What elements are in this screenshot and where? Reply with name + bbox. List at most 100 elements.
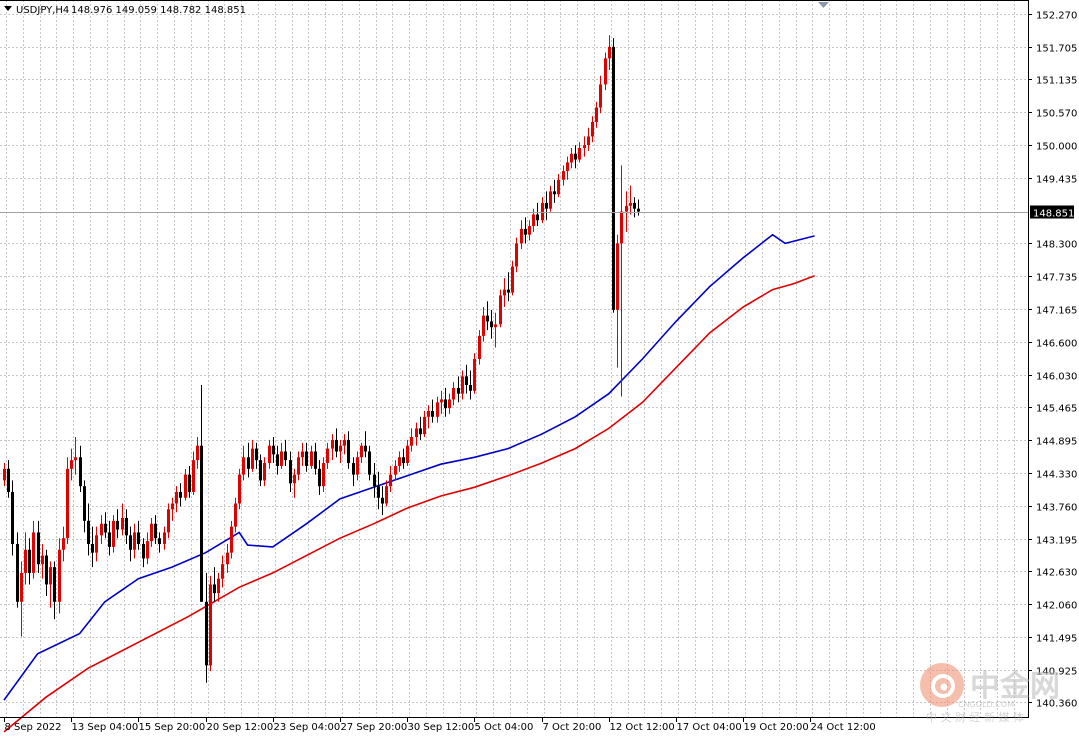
candle-body bbox=[352, 463, 355, 475]
candle-body bbox=[562, 171, 565, 180]
candle-body bbox=[507, 289, 510, 293]
y-tick-label: 151.135 bbox=[1036, 76, 1077, 87]
candle bbox=[419, 416, 422, 440]
candle-body bbox=[221, 564, 224, 579]
candle-body bbox=[339, 445, 342, 452]
candle bbox=[289, 451, 292, 492]
y-tick-label: 150.000 bbox=[1036, 142, 1077, 153]
candle bbox=[452, 382, 455, 406]
candle-body bbox=[457, 387, 460, 394]
candle-body bbox=[587, 136, 590, 146]
candle-body bbox=[398, 457, 401, 466]
y-tick-label: 143.195 bbox=[1036, 536, 1077, 547]
candle bbox=[402, 448, 405, 469]
candle-body bbox=[116, 520, 119, 530]
candle-body bbox=[37, 532, 40, 565]
candle bbox=[570, 147, 573, 169]
dropdown-arrow-icon[interactable] bbox=[4, 6, 12, 11]
candle-body bbox=[175, 491, 178, 504]
candle bbox=[234, 497, 237, 533]
candle-body bbox=[66, 468, 69, 539]
candle-body bbox=[167, 509, 170, 533]
candle bbox=[528, 220, 531, 241]
candle-body bbox=[553, 191, 556, 195]
candle bbox=[95, 526, 98, 562]
candle bbox=[536, 202, 539, 227]
candle bbox=[217, 572, 220, 602]
candle-body bbox=[343, 439, 346, 446]
candle-body bbox=[440, 399, 443, 403]
candle bbox=[49, 561, 52, 608]
candle-body bbox=[129, 535, 132, 550]
candle bbox=[100, 515, 103, 544]
candle-body bbox=[230, 526, 233, 553]
candle bbox=[629, 185, 632, 215]
candle-body bbox=[604, 58, 607, 85]
y-tick-label: 142.060 bbox=[1036, 601, 1077, 612]
candle bbox=[549, 185, 552, 212]
candle-body bbox=[28, 549, 31, 573]
candle bbox=[616, 234, 619, 368]
candle-body bbox=[49, 567, 52, 585]
candle-body bbox=[112, 520, 115, 547]
candle bbox=[381, 486, 384, 516]
candle bbox=[284, 439, 287, 466]
price-axis[interactable]: 152.270 151.705 151.135 150.570 150.000 149.4… bbox=[1028, 11, 1077, 710]
candle-body bbox=[133, 532, 136, 550]
candle bbox=[356, 451, 359, 481]
watermark-logo: 中金网 CNGOLD.COM 中 文 财 经 新 媒 体 bbox=[920, 663, 1060, 724]
candle-body bbox=[251, 448, 254, 469]
candle bbox=[461, 370, 464, 400]
candle bbox=[259, 454, 262, 487]
candle bbox=[490, 309, 493, 339]
chart-shift-marker-icon[interactable] bbox=[818, 2, 829, 8]
candle-body bbox=[3, 468, 6, 481]
candle-body bbox=[427, 411, 430, 417]
y-tick-label: 151.705 bbox=[1036, 44, 1077, 55]
candle bbox=[116, 509, 119, 539]
candle bbox=[45, 549, 48, 597]
candle bbox=[343, 434, 346, 455]
candle bbox=[331, 434, 334, 461]
candle-body bbox=[217, 578, 220, 594]
candle-body bbox=[616, 243, 619, 310]
candle-body bbox=[247, 457, 250, 469]
candle bbox=[74, 437, 77, 475]
candle-body bbox=[226, 552, 229, 565]
candle bbox=[175, 486, 178, 513]
candle-body bbox=[137, 532, 140, 544]
candle-body bbox=[150, 523, 153, 542]
candle-body bbox=[423, 416, 426, 435]
candle bbox=[247, 442, 250, 478]
candle bbox=[305, 442, 308, 472]
candle bbox=[24, 532, 27, 585]
candle-body bbox=[515, 243, 518, 267]
candle-body bbox=[583, 145, 586, 148]
candle bbox=[255, 442, 258, 469]
candle-body bbox=[633, 202, 636, 209]
candle-body bbox=[154, 523, 157, 539]
candle bbox=[364, 431, 367, 458]
candle bbox=[339, 439, 342, 464]
candle bbox=[83, 480, 86, 533]
time-axis[interactable]: 8 Sep 2022 13 Sep 04:00 15 Sep 20:00 20 Sep… bbox=[4, 718, 876, 733]
candle bbox=[301, 442, 304, 466]
ohlc-label: 148.976 149.059 148.782 148.851 bbox=[71, 5, 246, 16]
x-tick-label: 27 Sep 20:00 bbox=[341, 722, 408, 733]
candle-body bbox=[465, 376, 468, 386]
candle-body bbox=[16, 543, 19, 602]
candle-body bbox=[87, 520, 90, 544]
candle-body bbox=[637, 208, 640, 212]
candle bbox=[595, 101, 598, 128]
candle-body bbox=[91, 543, 94, 553]
candle-body bbox=[406, 445, 409, 464]
candle bbox=[32, 520, 35, 579]
candle-body bbox=[70, 460, 73, 469]
candle-body bbox=[415, 428, 418, 438]
candle bbox=[515, 237, 518, 273]
moving-average-layer bbox=[3, 233, 815, 733]
candle-body bbox=[486, 315, 489, 322]
candle-body bbox=[200, 445, 203, 602]
